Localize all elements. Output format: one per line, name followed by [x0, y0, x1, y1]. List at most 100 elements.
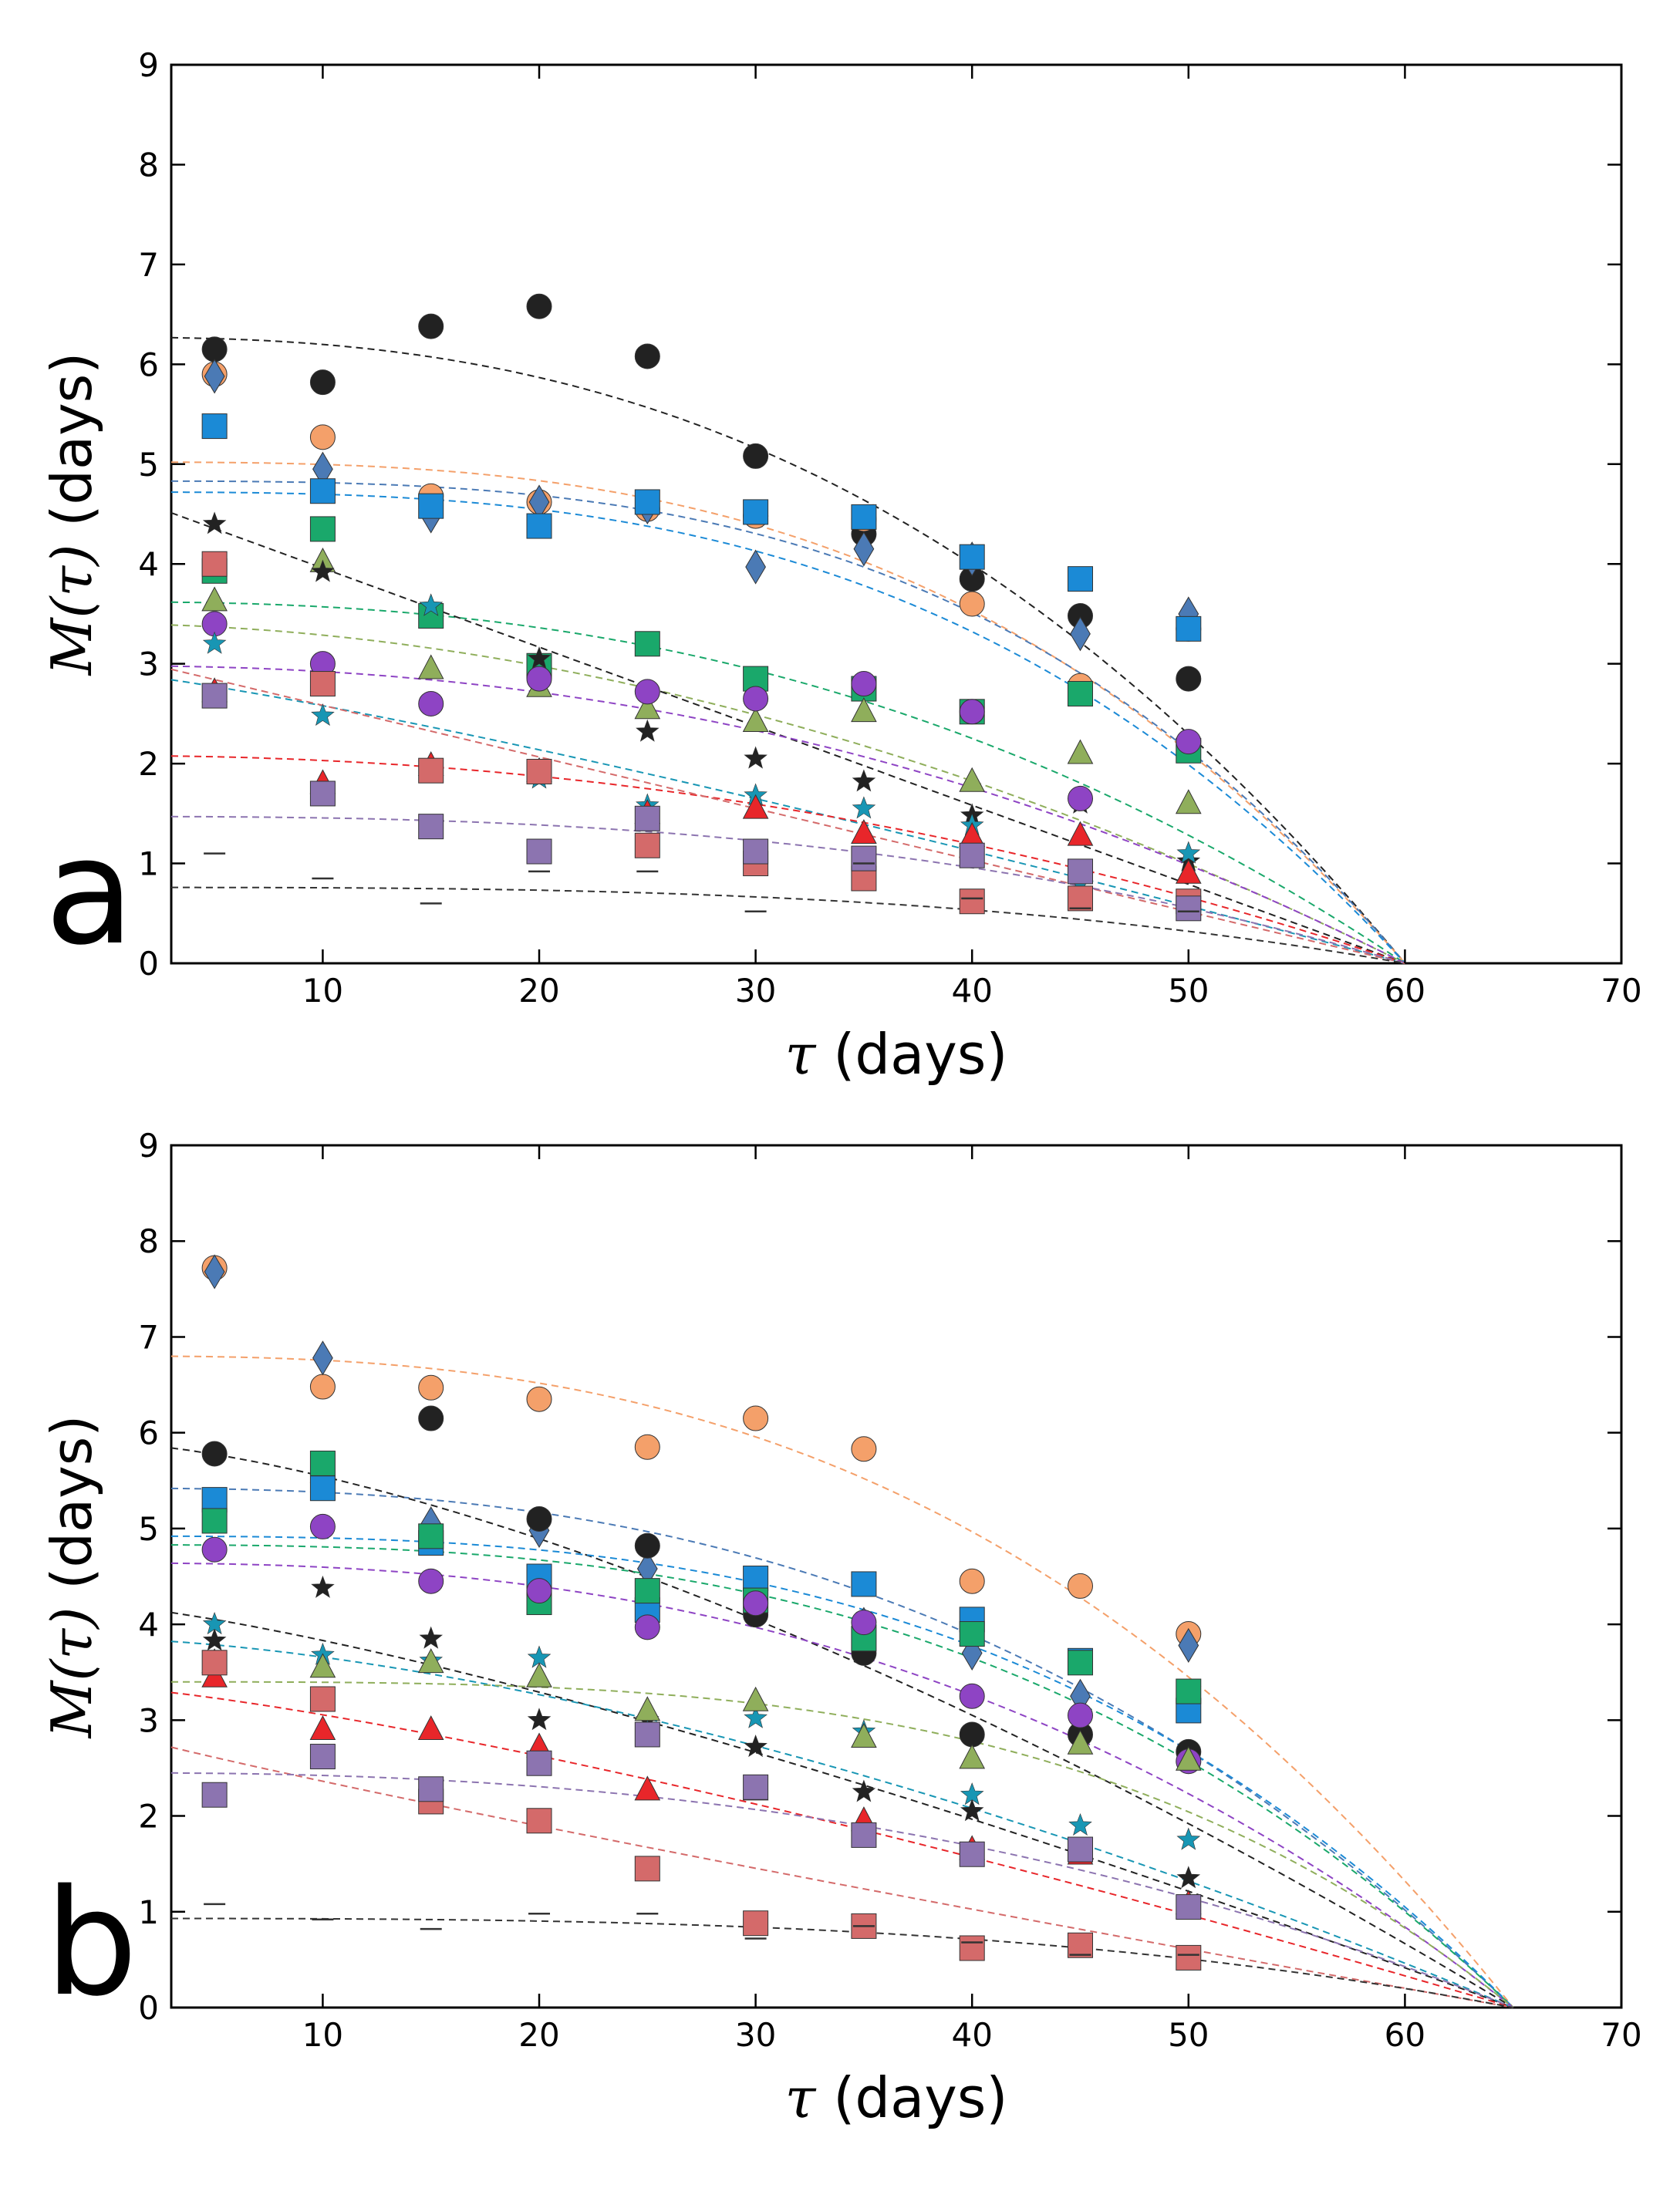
data-markers	[201, 293, 1202, 922]
data-point-star	[419, 593, 444, 616]
data-point-circle	[309, 1374, 336, 1400]
data-point-star	[852, 769, 876, 792]
y-tick-label: 3	[138, 646, 159, 683]
data-point-diamond	[204, 1254, 225, 1290]
x-tick-label: 20	[518, 2016, 559, 2054]
data-point-square	[201, 1650, 228, 1676]
x-axis-label: τ (days)	[785, 1022, 1008, 1087]
data-point-circle	[959, 1721, 985, 1748]
data-point-star	[852, 796, 876, 819]
data-point-square	[418, 1776, 444, 1802]
data-point-square	[1068, 1650, 1094, 1676]
x-tick-label: 60	[1385, 2016, 1425, 2054]
data-point-square	[634, 631, 660, 657]
x-tick-label: 20	[518, 972, 559, 1010]
data-point-square	[526, 758, 552, 784]
data-point-square	[1176, 615, 1202, 642]
data-point-star	[311, 1575, 335, 1598]
data-point-circle	[851, 671, 877, 697]
data-point-star	[636, 719, 660, 742]
data-point-triangle	[201, 586, 228, 612]
data-point-triangle	[1175, 858, 1202, 884]
data-point-circle	[201, 336, 228, 362]
data-point-triangle	[634, 1696, 661, 1721]
fit-line	[170, 1746, 1513, 2008]
data-point-circle	[526, 666, 552, 692]
data-point-square	[201, 1487, 228, 1513]
data-point-square	[309, 781, 336, 807]
plot-area-frame	[170, 1144, 1623, 2009]
y-tick-label: 8	[138, 1222, 159, 1260]
fit-line	[170, 1691, 1513, 2008]
data-point-circle	[1068, 785, 1094, 811]
data-point-star	[960, 1782, 984, 1805]
data-markers	[201, 1254, 1202, 1971]
data-point-diamond	[312, 1340, 333, 1376]
data-point-circle	[634, 1614, 660, 1640]
data-point-star	[527, 1708, 552, 1731]
y-tick-label: 5	[138, 1510, 159, 1548]
data-point-circle	[851, 1610, 877, 1636]
data-point-square	[526, 1808, 552, 1834]
x-axis-ticks: 10 20 30 40 50 60 70	[302, 65, 1642, 1010]
data-point-circle	[418, 1405, 444, 1431]
data-point-star	[1068, 1812, 1092, 1836]
data-point-circle	[418, 690, 444, 716]
x-tick-label: 40	[951, 2016, 992, 2054]
x-tick-label: 10	[302, 2016, 343, 2054]
data-point-square	[851, 504, 877, 530]
data-point-square	[1068, 681, 1094, 706]
fit-lines	[170, 1355, 1514, 2008]
data-point-star	[744, 1735, 767, 1758]
data-point-square	[959, 888, 985, 915]
data-point-square	[959, 544, 985, 570]
data-point-circle	[851, 1436, 877, 1462]
y-tick-label: 7	[138, 1318, 159, 1356]
data-point-star	[1176, 1827, 1201, 1850]
fit-lines	[170, 336, 1406, 964]
panel-label: b	[45, 1858, 138, 2028]
y-tick-label: 9	[138, 1127, 159, 1165]
data-point-circle	[1176, 729, 1202, 755]
data-point-circle	[1068, 1702, 1094, 1728]
fit-line	[171, 1681, 1514, 2008]
y-tick-label: 5	[138, 446, 159, 484]
data-point-star	[1176, 841, 1201, 864]
data-point-square	[201, 1782, 228, 1808]
data-point-star	[744, 1705, 767, 1728]
data-point-square	[851, 845, 877, 872]
y-tick-label: 7	[138, 246, 159, 284]
x-axis-ticks: 10 20 30 40 50 60 70	[302, 1145, 1642, 2054]
data-point-circle	[634, 1434, 660, 1460]
data-point-square	[634, 489, 660, 515]
data-point-star	[311, 559, 335, 582]
fit-line	[170, 815, 1405, 964]
data-point-square	[418, 757, 444, 784]
data-point-square	[309, 516, 336, 542]
data-point-triangle	[1067, 739, 1094, 764]
data-point-triangle	[526, 1662, 552, 1687]
data-point-square	[418, 493, 444, 519]
fit-line	[171, 1917, 1513, 2008]
data-point-square	[201, 1508, 228, 1534]
data-point-square	[634, 1578, 660, 1604]
y-tick-label: 8	[138, 146, 159, 184]
data-point-diamond	[745, 549, 766, 585]
data-point-triangle	[417, 1715, 444, 1741]
data-point-square	[1068, 1932, 1094, 1958]
data-point-circle	[959, 1568, 985, 1594]
fit-line	[170, 624, 1405, 964]
fit-line	[170, 480, 1406, 964]
data-point-star	[744, 746, 767, 769]
data-point-triangle	[742, 1686, 769, 1711]
data-point-circle	[743, 443, 769, 469]
data-point-square	[743, 838, 769, 865]
data-point-square	[743, 1565, 769, 1591]
data-point-square	[959, 842, 985, 868]
x-tick-label: 70	[1601, 972, 1641, 1010]
data-point-square	[309, 671, 336, 697]
panel-a: 10 20 30 40 50 60 70 0 1 2 3 4 5 6 7 8 9 a τ (days) M(τ…	[39, 46, 1642, 1087]
data-point-square	[309, 1475, 336, 1502]
data-point-triangle	[309, 1715, 336, 1741]
fit-line	[170, 679, 1405, 964]
